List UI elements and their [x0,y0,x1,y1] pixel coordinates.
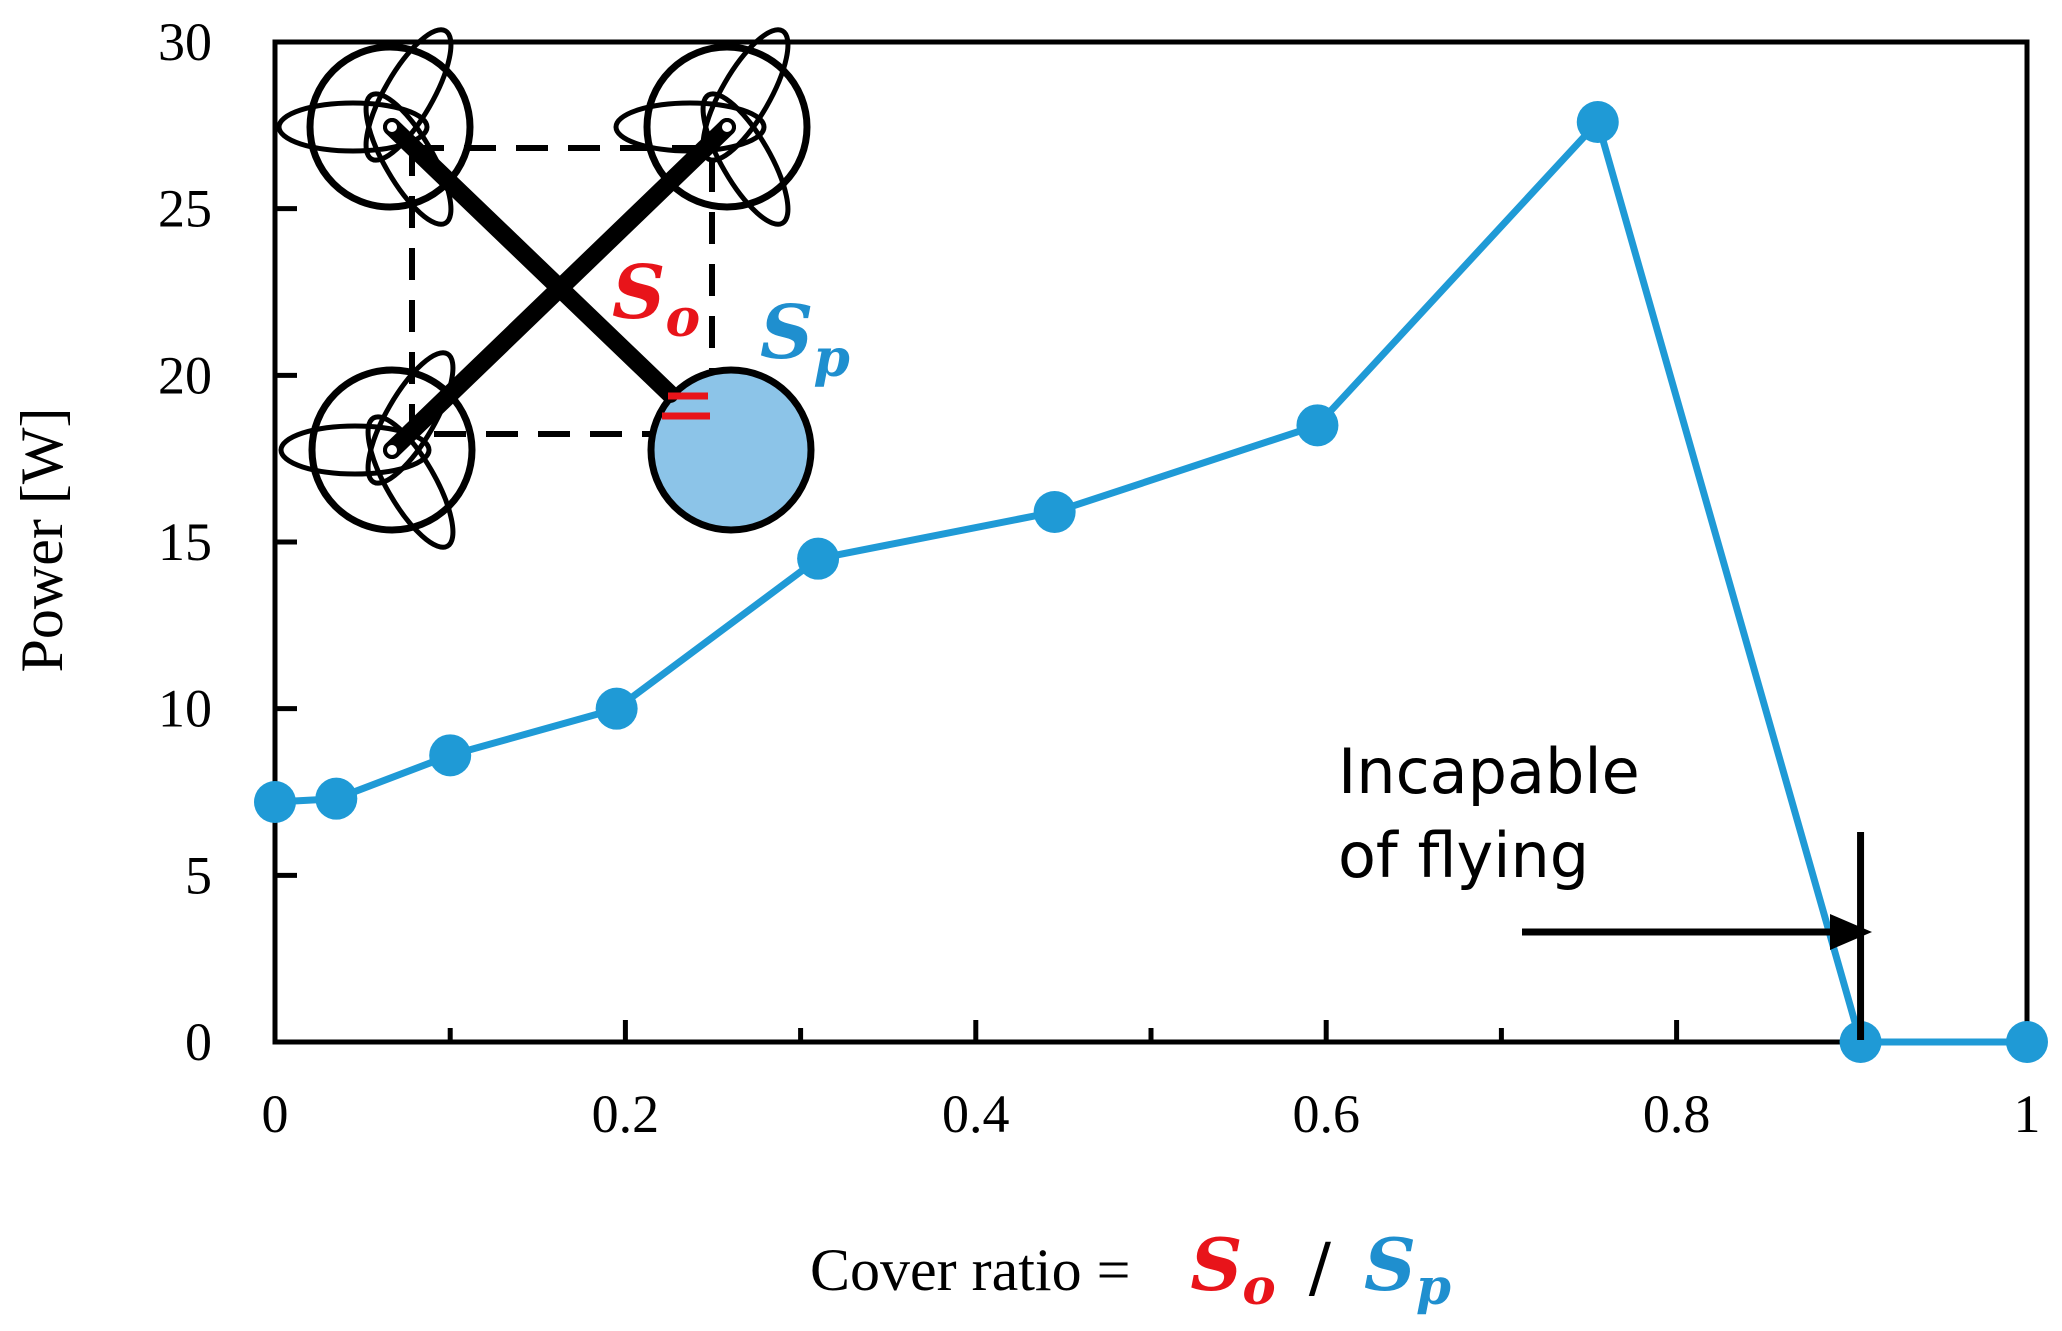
open-area-marker [662,392,710,420]
y-tick-label: 20 [158,345,212,405]
annotation-arrow [1522,914,1872,950]
motor-hub-bottom-left [383,441,401,459]
x-tick-label: 0.6 [1292,1084,1360,1144]
data-point [797,537,840,580]
x-axis-denominator-subscript: p [1416,1257,1451,1316]
y-tick-label: 25 [158,179,212,239]
y-axis-tick-labels: 0 5 10 15 20 25 30 [158,12,212,1072]
drone-outline-dashed [409,145,715,437]
drone-diagram: So Sp [276,27,850,550]
motor-hub-top-right [718,118,736,136]
inset-label-open-area: So [612,250,700,349]
y-tick-label: 10 [158,679,212,739]
propeller-blades-top-left [276,27,454,227]
data-point [2006,1021,2048,1063]
motor-hub-top-left [383,118,401,136]
plot-frame [272,39,2030,1045]
series-points [254,101,2048,1063]
y-axis-ticks [275,206,297,878]
y-tick-label: 15 [158,512,212,572]
data-point [429,734,472,777]
data-point [1296,404,1339,447]
propeller-guard-top-left [306,43,474,211]
x-tick-label: 0.8 [1643,1084,1711,1144]
propeller-guard-bottom-left [308,366,476,534]
x-axis-numerator-symbol: S [1190,1222,1242,1307]
y-tick-label: 30 [158,12,212,72]
x-tick-label: 0.2 [592,1084,660,1144]
annotation-line-1: Incapable [1338,735,1640,808]
x-tick-label: 0 [262,1084,289,1144]
data-point [1576,101,1619,143]
data-point [595,687,638,730]
x-tick-label: 0.4 [942,1084,1010,1144]
series-line [274,118,2027,1046]
propeller-area-highlight [647,366,815,534]
x-axis-ticks [447,1020,1855,1042]
data-point [315,777,358,820]
x-tick-label: 1 [2014,1084,2041,1144]
inset-label-propeller-area: Sp [760,290,850,389]
x-axis-label-prefix: Cover ratio = [810,1237,1130,1303]
x-axis-label-separator: / [1309,1229,1332,1306]
x-axis-numerator-subscript: o [1242,1257,1275,1316]
y-tick-label: 0 [185,1012,212,1072]
drone-arm-tl-br [383,118,679,403]
propeller-guard-top-right [643,43,811,211]
propeller-blades-top-right [613,27,791,227]
propeller-blades-bottom-left [278,350,456,550]
data-point [1033,491,1076,533]
data-point [1839,1021,1882,1063]
annotation-line-2: of flying [1338,819,1589,892]
drone-arm-tr-bl [383,118,736,459]
data-point [254,781,296,823]
x-axis-label: Cover ratio = So / Sp [810,1222,1451,1317]
y-tick-label: 5 [185,845,212,905]
x-axis-denominator-symbol: S [1364,1222,1416,1307]
y-axis-label: Power [W] [9,408,75,673]
x-axis-tick-labels: 0 0.2 0.4 0.6 0.8 1 [262,1084,2041,1144]
